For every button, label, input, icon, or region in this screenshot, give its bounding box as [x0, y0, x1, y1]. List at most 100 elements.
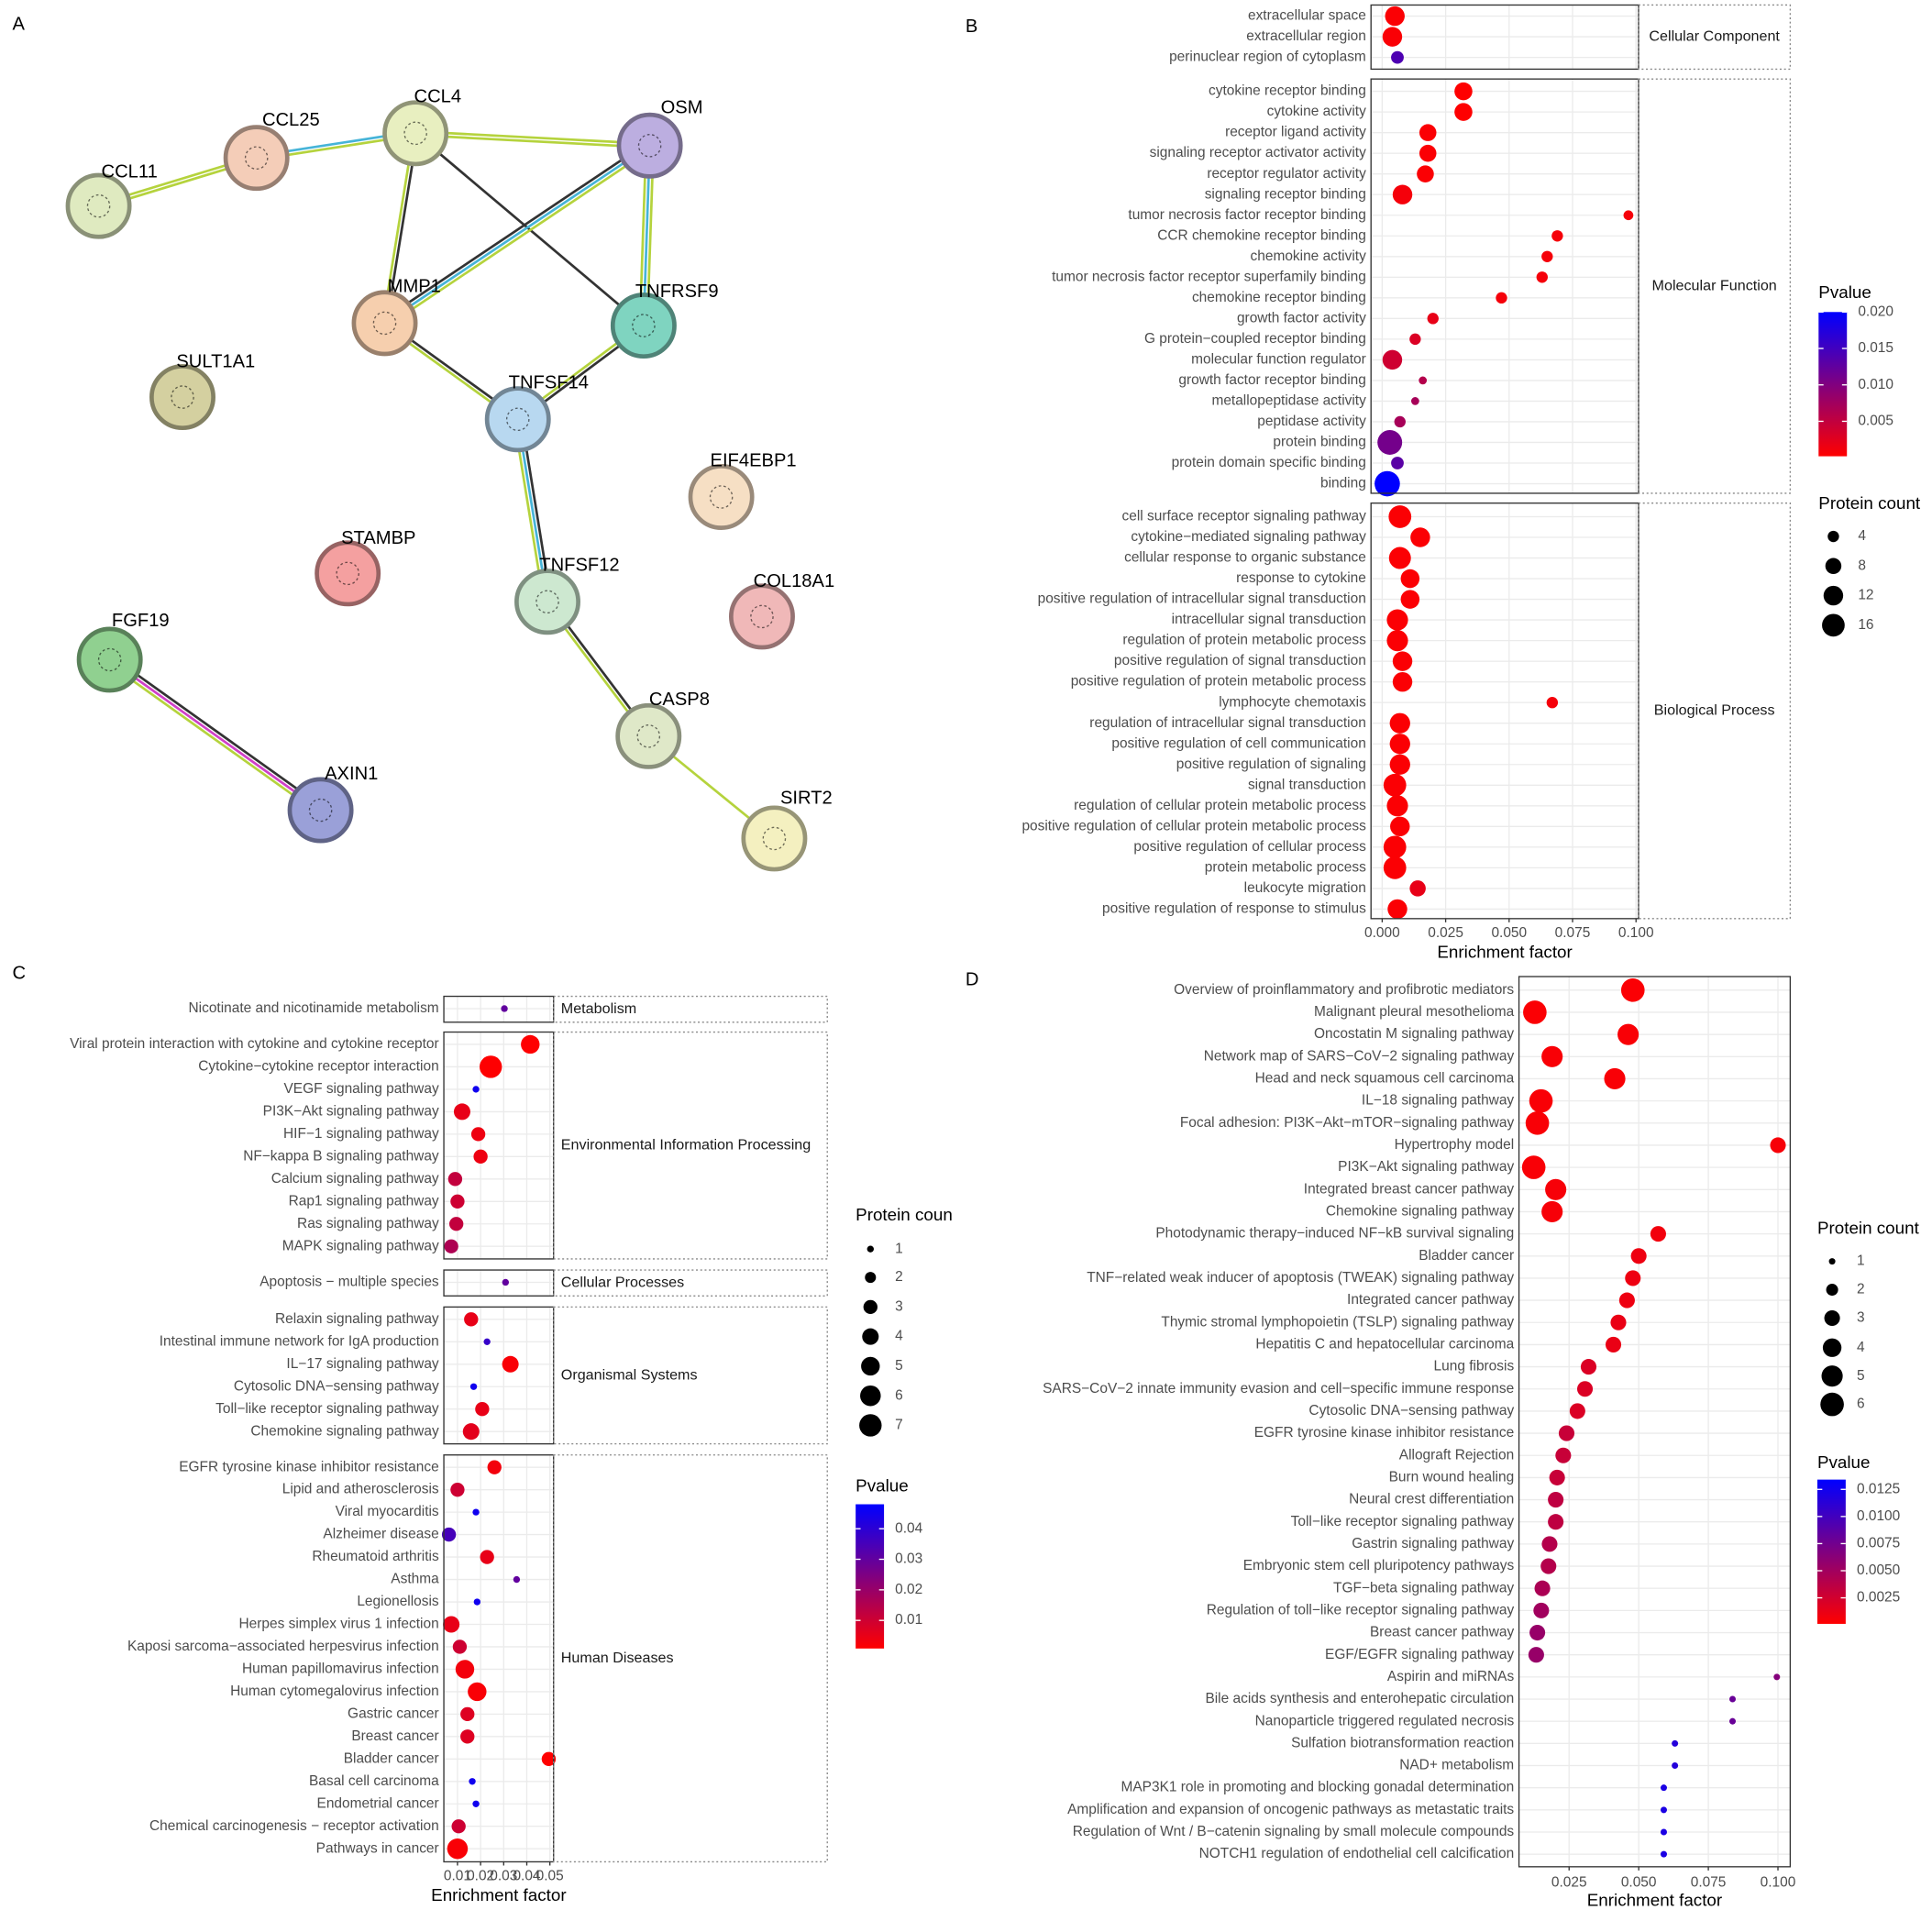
dot	[1525, 1110, 1550, 1135]
category-label: Human cytomegalovirus infection	[230, 1684, 439, 1699]
node-label: OSM	[661, 98, 703, 118]
panel-background	[1371, 79, 1639, 493]
dot	[441, 1527, 457, 1542]
strip-label: Human Diseases	[561, 1650, 674, 1666]
dot	[1391, 457, 1404, 469]
size-key-label: 5	[895, 1358, 903, 1374]
category-label: receptor ligand activity	[1225, 125, 1366, 140]
node-structure	[86, 193, 111, 218]
dot	[1660, 1850, 1667, 1858]
dot	[1569, 1403, 1585, 1419]
size-key	[861, 1356, 880, 1376]
x-tick-label: 0.100	[1761, 1874, 1796, 1890]
category-label: chemokine receptor binding	[1192, 290, 1366, 305]
dot	[1382, 349, 1403, 370]
size-key-label: 3	[1857, 1310, 1865, 1326]
dot	[1549, 1469, 1565, 1485]
dot	[1528, 1647, 1544, 1663]
dot	[451, 1819, 466, 1834]
network-node	[351, 290, 418, 357]
category-label: chemokine activity	[1251, 248, 1367, 264]
category-label: Breast cancer pathway	[1370, 1625, 1514, 1640]
network-edge	[381, 141, 649, 322]
category-label: Alzheimer disease	[323, 1527, 438, 1542]
node-label: COL18A1	[754, 571, 835, 591]
network-node	[728, 583, 795, 650]
dot	[501, 1005, 508, 1012]
network-node	[616, 112, 683, 179]
category-label: Cytosolic DNA−sensing pathway	[234, 1378, 439, 1394]
dot	[455, 1660, 475, 1679]
category-label: Lipid and atherosclerosis	[282, 1482, 439, 1497]
legend-title: Protein count	[1818, 493, 1921, 513]
category-label: tumor necrosis factor receptor superfami…	[1052, 269, 1366, 284]
network-edge	[111, 656, 324, 809]
dot	[1529, 1624, 1546, 1641]
dot	[483, 1338, 491, 1345]
category-label: cytokine activity	[1267, 104, 1366, 119]
category-label: Integrated breast cancer pathway	[1304, 1181, 1515, 1197]
strip-border	[553, 1269, 828, 1297]
category-label: regulation of cellular protein metabolic…	[1074, 798, 1366, 813]
category-label: extracellular region	[1246, 28, 1366, 44]
category-label: Apoptosis − multiple species	[259, 1275, 439, 1290]
category-label: Focal adhesion: PI3K−Akt−mTOR−signaling …	[1180, 1115, 1515, 1131]
size-key-label: 6	[895, 1387, 903, 1403]
x-tick-label: 0.025	[1428, 925, 1463, 941]
dot	[1389, 754, 1410, 775]
category-label: lymphocyte chemotaxis	[1219, 694, 1366, 710]
dot	[469, 1383, 478, 1390]
node-label: CCL11	[102, 162, 158, 182]
dot	[1548, 1492, 1564, 1508]
dot	[1610, 1314, 1627, 1330]
category-label: signal transduction	[1248, 777, 1366, 792]
panel-border	[1518, 976, 1792, 1868]
size-key	[859, 1414, 882, 1437]
legend-title: Pvalue	[856, 1476, 909, 1496]
dot	[464, 1312, 479, 1327]
category-label: positive regulation of protein metabolic…	[1071, 674, 1366, 690]
node-structure	[632, 314, 656, 337]
dot	[1388, 505, 1412, 528]
category-label: Gastrin signaling pathway	[1352, 1536, 1514, 1551]
category-label: tumor necrosis factor receptor binding	[1128, 207, 1365, 223]
category-label: EGFR tyrosine kinase inhibitor resistanc…	[1254, 1425, 1514, 1441]
dot	[450, 1194, 465, 1209]
category-label: molecular function regulator	[1191, 351, 1366, 367]
category-label: Relaxin signaling pathway	[275, 1311, 439, 1327]
dot	[1660, 1828, 1667, 1836]
node-structure	[505, 407, 530, 432]
dot	[1391, 50, 1404, 64]
dot	[1388, 547, 1411, 569]
node-structure	[636, 724, 661, 748]
x-tick-label: 0.000	[1364, 925, 1400, 941]
strip-label: Environmental Information Processing	[561, 1137, 811, 1154]
category-label: Malignant pleural mesothelioma	[1314, 1004, 1515, 1020]
size-key	[1828, 1258, 1836, 1265]
category-label: Overview of proinflammatory and profibro…	[1174, 982, 1514, 998]
category-label: cytokine receptor binding	[1209, 83, 1366, 99]
dot	[1419, 124, 1437, 141]
dot	[1427, 313, 1439, 325]
category-label: positive regulation of intracellular sig…	[1038, 591, 1366, 607]
category-label: regulation of protein metabolic process	[1122, 633, 1366, 648]
category-label: Chemical carcinogenesis − receptor activ…	[149, 1818, 439, 1834]
category-label: Calcium signaling pathway	[271, 1171, 439, 1187]
category-label: G protein−coupled receptor binding	[1144, 331, 1366, 347]
dot	[1558, 1425, 1575, 1441]
dot	[444, 1239, 458, 1253]
dot	[1496, 292, 1507, 304]
dot	[1604, 1067, 1626, 1090]
dot	[473, 1149, 488, 1165]
network-edge	[106, 661, 320, 814]
color-tick-label: 0.0100	[1857, 1508, 1900, 1524]
node-label: EIF4EBP1	[711, 450, 797, 470]
x-tick-label: 0.05	[536, 1869, 564, 1884]
size-key-label: 1	[1857, 1253, 1865, 1269]
category-label: cytokine−mediated signaling pathway	[1131, 529, 1366, 545]
panel-border	[1370, 502, 1639, 920]
dot	[1392, 184, 1413, 204]
category-label: Embryonic stem cell pluripotency pathway…	[1243, 1558, 1515, 1573]
dot	[1541, 250, 1553, 262]
category-label: protein domain specific binding	[1172, 455, 1366, 470]
